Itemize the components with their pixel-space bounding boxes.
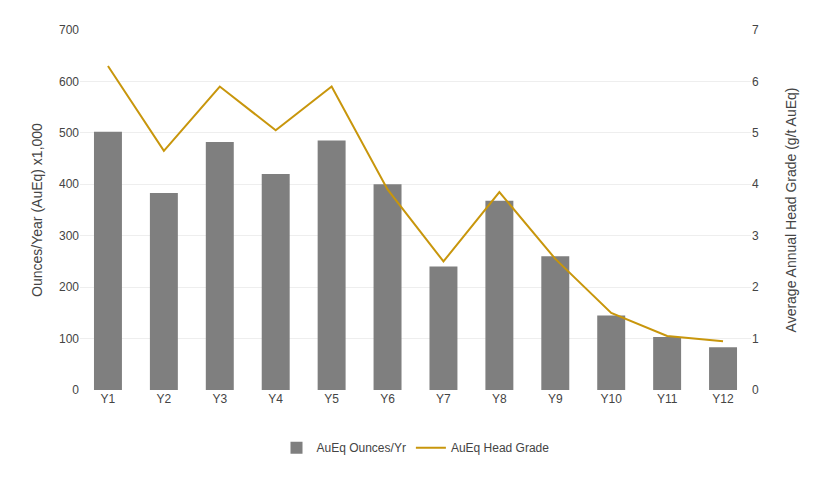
svg-text:200: 200 — [59, 280, 79, 294]
svg-text:Y2: Y2 — [157, 392, 172, 406]
svg-text:AuEq Head Grade: AuEq Head Grade — [451, 441, 549, 455]
svg-text:Y4: Y4 — [268, 392, 283, 406]
svg-text:700: 700 — [59, 23, 79, 37]
svg-text:100: 100 — [59, 332, 79, 346]
svg-text:Y9: Y9 — [548, 392, 563, 406]
svg-text:Y7: Y7 — [436, 392, 451, 406]
svg-text:600: 600 — [59, 75, 79, 89]
svg-text:Y8: Y8 — [492, 392, 507, 406]
svg-text:6: 6 — [752, 75, 759, 89]
svg-text:4: 4 — [752, 177, 759, 191]
svg-text:Y6: Y6 — [380, 392, 395, 406]
svg-text:Y5: Y5 — [324, 392, 339, 406]
svg-text:Ounces/Year (AuEq) x1,000: Ounces/Year (AuEq) x1,000 — [29, 123, 45, 297]
svg-text:Y12: Y12 — [712, 392, 734, 406]
svg-text:1: 1 — [752, 332, 759, 346]
svg-text:Y10: Y10 — [601, 392, 623, 406]
svg-text:Y3: Y3 — [212, 392, 227, 406]
svg-text:400: 400 — [59, 177, 79, 191]
svg-text:7: 7 — [752, 23, 759, 37]
svg-text:5: 5 — [752, 126, 759, 140]
svg-text:300: 300 — [59, 229, 79, 243]
svg-text:Average Annual Head Grade (g/t: Average Annual Head Grade (g/t AuEq) — [783, 88, 799, 333]
svg-text:Y11: Y11 — [657, 392, 678, 406]
svg-text:500: 500 — [59, 126, 79, 140]
svg-text:AuEq Ounces/Yr: AuEq Ounces/Yr — [317, 441, 406, 455]
svg-text:Y1: Y1 — [101, 392, 116, 406]
svg-text:0: 0 — [752, 383, 759, 397]
svg-text:2: 2 — [752, 280, 759, 294]
svg-text:0: 0 — [72, 383, 79, 397]
svg-text:3: 3 — [752, 229, 759, 243]
